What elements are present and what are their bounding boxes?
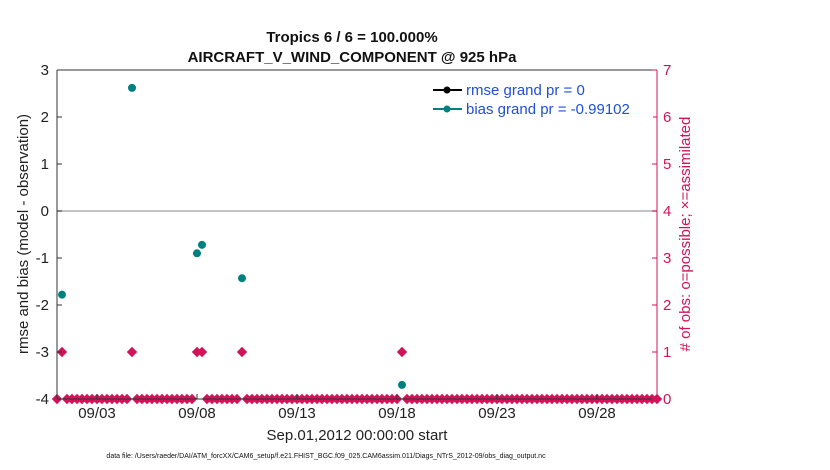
bias-point bbox=[128, 83, 136, 92]
x-axis-label: Sep.01,2012 00:00:00 start bbox=[267, 427, 449, 444]
right-tick-label: 3 bbox=[663, 250, 671, 267]
left-tick-label: 3 bbox=[41, 62, 49, 79]
chart-title-line2: AIRCRAFT_V_WIND_COMPONENT @ 925 hPa bbox=[188, 49, 518, 66]
bias-point bbox=[193, 249, 201, 258]
right-tick-label: 7 bbox=[663, 62, 671, 79]
x-tick-label: 09/28 bbox=[578, 405, 616, 422]
obs-count-marker bbox=[396, 346, 408, 358]
x-tick-label: 09/13 bbox=[278, 405, 316, 422]
y-axis-label-right: # of obs: o=possible; ×=assimilated bbox=[677, 117, 694, 352]
left-tick-label: 1 bbox=[41, 156, 49, 173]
x-tick-label: 09/18 bbox=[378, 405, 416, 422]
legend: rmse grand pr = 0 bias grand pr = -0.991… bbox=[425, 80, 653, 120]
y-axis-label-left: rmse and bias (model - observation) bbox=[15, 114, 32, 354]
bias-point bbox=[238, 274, 246, 283]
legend-box bbox=[425, 80, 653, 120]
x-tick-label: 09/03 bbox=[78, 405, 116, 422]
left-tick-label: -4 bbox=[36, 391, 49, 408]
legend-bias-label: bias grand pr = -0.99102 bbox=[466, 101, 630, 118]
left-tick-label: 0 bbox=[41, 203, 49, 220]
obs-count-marker bbox=[126, 346, 138, 358]
legend-rmse-label: rmse grand pr = 0 bbox=[466, 82, 585, 99]
legend-rmse-marker bbox=[443, 86, 451, 94]
right-tick-label: 1 bbox=[663, 344, 671, 361]
chart-title-line1: Tropics 6 / 6 = 100.000% bbox=[266, 29, 437, 46]
left-tick-label: -2 bbox=[36, 297, 49, 314]
obs-count-marker bbox=[236, 346, 248, 358]
right-tick-label: 0 bbox=[663, 391, 671, 408]
legend-bias-marker bbox=[443, 105, 451, 113]
right-tick-label: 2 bbox=[663, 297, 671, 314]
right-tick-label: 4 bbox=[663, 203, 671, 220]
x-tick-label: 09/08 bbox=[178, 405, 216, 422]
bias-point bbox=[398, 380, 406, 389]
x-tick-label: 09/23 bbox=[478, 405, 516, 422]
left-tick-label: -3 bbox=[36, 344, 49, 361]
right-tick-label: 6 bbox=[663, 109, 671, 126]
right-tick-label: 5 bbox=[663, 156, 671, 173]
bias-point bbox=[198, 240, 206, 249]
data-file-footnote: data file: /Users/raeder/DAI/ATM_forcXX/… bbox=[106, 453, 546, 460]
left-tick-label: -1 bbox=[36, 250, 49, 267]
plot-area bbox=[57, 70, 657, 399]
left-tick-label: 2 bbox=[41, 109, 49, 126]
obs-count-marker bbox=[196, 346, 208, 358]
bias-point bbox=[58, 290, 66, 299]
